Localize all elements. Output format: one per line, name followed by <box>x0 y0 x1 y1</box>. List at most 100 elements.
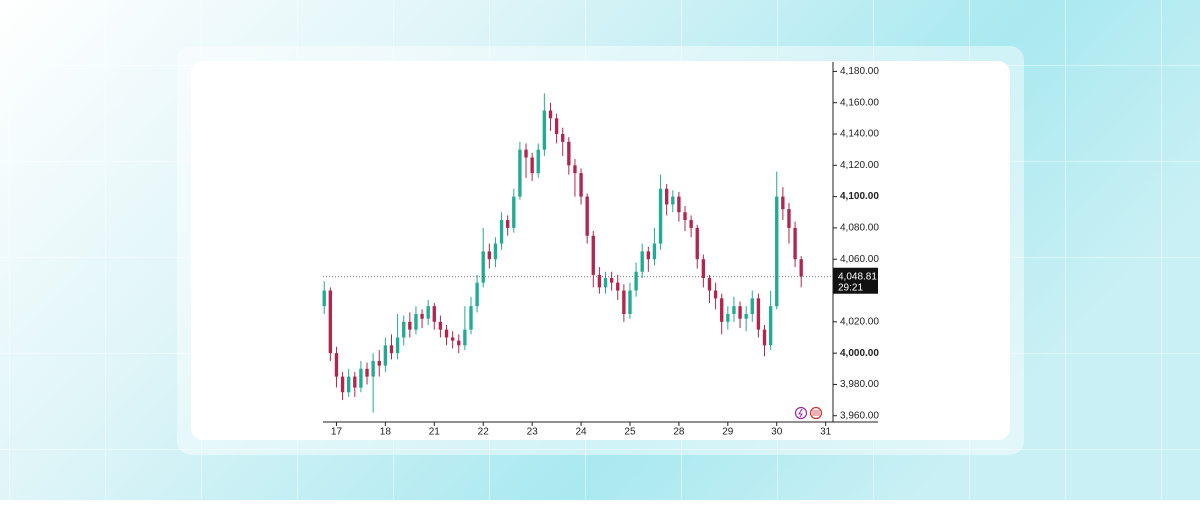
candle-body <box>420 314 424 319</box>
x-tick-label: 21 <box>429 427 441 438</box>
y-tick-label: 3,960.00 <box>840 410 879 421</box>
candle-body <box>481 251 485 283</box>
candle-body <box>750 298 754 314</box>
candle-body <box>457 340 461 346</box>
y-tick-label: 3,980.00 <box>840 379 879 390</box>
candle-body <box>389 345 394 354</box>
candle-body <box>707 278 712 291</box>
candle-body <box>450 337 455 341</box>
candle-body <box>444 329 449 338</box>
candle-body <box>432 306 436 322</box>
last-price-label: 4,048.81 <box>838 271 877 282</box>
candle-body <box>518 149 522 197</box>
event-icon-glyph <box>798 408 803 418</box>
candle-body <box>671 196 675 205</box>
x-tick-label: 18 <box>380 427 392 438</box>
candle-body <box>383 345 388 366</box>
candle-body <box>322 290 326 307</box>
y-tick-label: 4,000.00 <box>840 348 879 359</box>
candle-body <box>622 290 626 314</box>
candle-body <box>732 306 736 314</box>
candle-body <box>652 243 657 260</box>
candle-body <box>499 220 504 244</box>
candle-body <box>347 376 351 393</box>
candle-body <box>530 157 534 174</box>
candle-body <box>781 196 785 210</box>
candle-body <box>658 188 663 244</box>
candle-body <box>756 298 761 330</box>
candle-body <box>426 306 430 319</box>
x-tick-label: 22 <box>478 427 490 438</box>
candle-body <box>664 188 669 205</box>
candle-body <box>738 306 742 319</box>
y-tick-label: 4,060.00 <box>840 254 879 265</box>
candle-body <box>463 329 467 346</box>
candle-body <box>554 118 559 134</box>
candle-body <box>438 321 443 330</box>
candle-body <box>787 209 791 228</box>
candle-body <box>701 259 706 278</box>
candle-body <box>616 282 620 291</box>
card <box>191 61 1010 440</box>
candle-body <box>775 196 779 307</box>
candle-body <box>609 278 614 283</box>
candle-body <box>634 271 638 291</box>
candle-body <box>475 282 479 307</box>
candle-body <box>524 149 528 158</box>
candle-body <box>512 196 516 228</box>
candle-body <box>628 290 632 314</box>
candle-body <box>579 173 583 197</box>
candle-body <box>395 337 400 354</box>
x-tick-label: 25 <box>624 427 636 438</box>
plot-area: 3,960.00 3,980.00 4,000.00 4,020.00 4,060.00… <box>322 66 879 438</box>
candle-body <box>402 321 406 338</box>
candle-body <box>567 141 571 166</box>
candle-body <box>597 274 602 288</box>
candle-body <box>408 321 412 330</box>
y-tick-label: 4,120.00 <box>840 160 879 171</box>
x-tick-label: 30 <box>771 427 783 438</box>
x-tick-label: 29 <box>722 427 734 438</box>
candle-body <box>493 243 498 260</box>
x-tick-label: 31 <box>820 427 832 438</box>
candle-body <box>353 376 357 388</box>
candle-body <box>340 376 345 393</box>
candle-body <box>695 227 699 260</box>
candle-body <box>713 290 718 299</box>
candle-body <box>359 368 363 388</box>
candle-body <box>640 251 644 272</box>
candle-body <box>371 360 375 377</box>
candle-body <box>799 259 803 277</box>
candle-body <box>548 110 553 119</box>
candle-body <box>585 196 589 236</box>
candle-body <box>689 220 693 228</box>
candle-body <box>414 314 418 330</box>
y-tick-label: 4,100.00 <box>840 191 879 202</box>
x-tick-label: 17 <box>331 427 343 438</box>
event-icon[interactable] <box>794 406 808 420</box>
flag-icon-glyph <box>812 410 820 416</box>
candle-body <box>377 360 381 366</box>
y-tick-label: 4,180.00 <box>840 66 879 77</box>
candle-body <box>487 251 492 260</box>
y-tick-label: 4,020.00 <box>840 316 879 327</box>
candle-body <box>573 165 577 174</box>
candle-body <box>469 306 473 330</box>
x-tick-label: 28 <box>673 427 685 438</box>
last-price-box <box>833 267 878 294</box>
candle-body <box>683 212 687 221</box>
candle-body <box>561 134 565 142</box>
candle-body <box>365 368 369 377</box>
candle-body <box>591 235 595 275</box>
candle-body <box>726 314 730 322</box>
candle-body <box>768 306 773 346</box>
x-tick-label: 24 <box>575 427 587 438</box>
y-tick-label: 4,140.00 <box>840 129 879 140</box>
y-tick-label: 4,160.00 <box>840 97 879 108</box>
candle-body <box>334 353 339 377</box>
candle-body <box>328 290 333 354</box>
candle-body <box>542 110 547 150</box>
candle-body <box>603 278 608 288</box>
